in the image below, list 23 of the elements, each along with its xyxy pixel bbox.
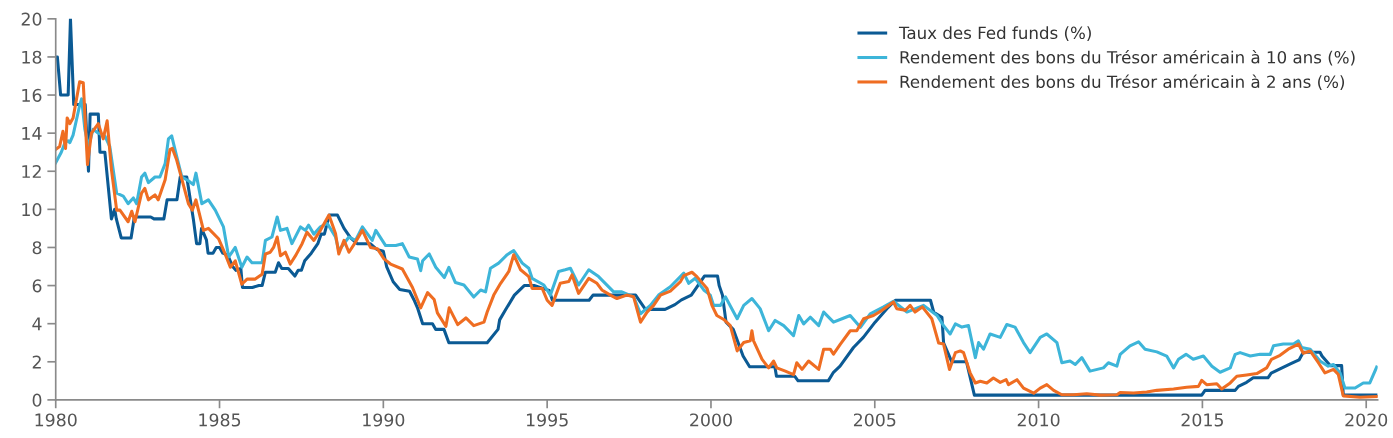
- legend-label: Rendement des bons du Trésor américain à 10 ans (%): [900, 50, 1355, 66]
- y-tick-label: 2: [32, 355, 41, 369]
- y-tick-label: 12: [22, 164, 41, 178]
- y-tick-label: 10: [22, 203, 42, 217]
- y-tick-label: 8: [32, 241, 42, 255]
- x-tick-label: 2020: [1345, 413, 1388, 427]
- x-tick-label: 2015: [1181, 413, 1223, 427]
- y-tick-label: 0: [32, 393, 42, 407]
- x-tick-label: 1980: [35, 413, 77, 427]
- y-tick-label: 16: [22, 88, 42, 102]
- y-tick-label: 20: [21, 12, 42, 26]
- x-tick-label: 1985: [199, 413, 241, 427]
- y-tick-label: 6: [32, 279, 42, 293]
- x-tick-label: 2005: [853, 413, 896, 427]
- legend-label: Rendement des bons du Trésor américain à 2 ans (%): [900, 74, 1345, 90]
- x-tick-label: 1990: [363, 413, 405, 427]
- x-tick-label: 2010: [1017, 413, 1060, 427]
- x-tick-label: 2000: [690, 413, 732, 427]
- legend-label: Taux des Fed funds (%): [898, 26, 1091, 42]
- x-tick-label: 1995: [526, 413, 568, 427]
- y-tick-label: 18: [22, 50, 42, 64]
- y-tick-label: 14: [22, 127, 42, 140]
- y-tick-label: 4: [32, 317, 42, 331]
